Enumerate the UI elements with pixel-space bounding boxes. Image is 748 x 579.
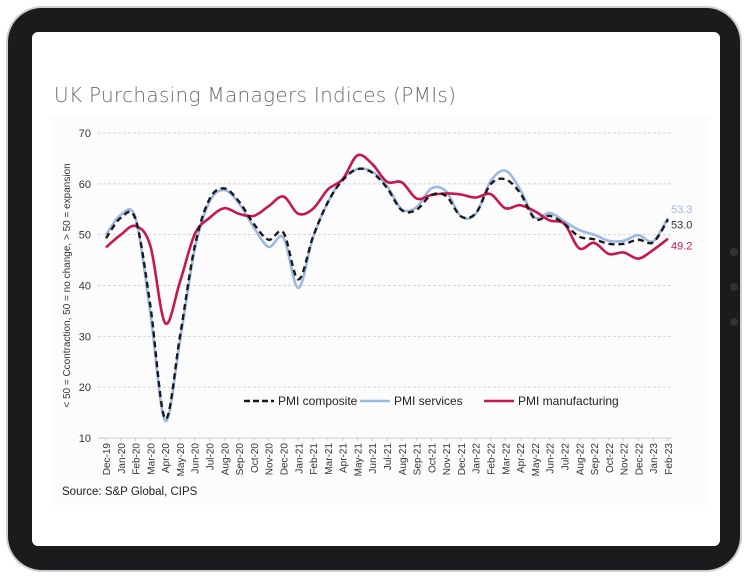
x-tick-label: Jun-20 — [191, 443, 202, 474]
end-value-label: 53.0 — [671, 219, 692, 231]
y-tick-label: 60 — [79, 179, 91, 191]
x-tick-label: Sep-21 — [413, 443, 424, 476]
legend-label: PMI services — [394, 394, 463, 408]
pmi-line-chart: 10 20 30 40 50 60 70 < 50 = Ccontraction, 50 = … — [62, 128, 692, 477]
x-tick-label: Aug-20 — [220, 443, 231, 476]
x-tick-label: Jan-22 — [472, 443, 483, 474]
x-tick-label: Nov-21 — [442, 443, 453, 476]
side-button-icon — [730, 283, 738, 291]
y-tick-label: 20 — [79, 382, 91, 394]
x-tick-label: Feb-21 — [309, 443, 320, 475]
x-tick-label: Feb-23 — [664, 443, 675, 475]
x-tick-label: May-20 — [176, 443, 187, 477]
x-tick-label: Nov-20 — [265, 443, 276, 476]
x-tick-label: Jan-20 — [117, 443, 128, 474]
side-button-icon — [730, 318, 738, 326]
x-tick-label: Sep-20 — [235, 443, 246, 476]
x-tick-label: Apr-21 — [339, 443, 350, 473]
chart-area: 10 20 30 40 50 60 70 < 50 = Ccontraction, 50 = … — [50, 116, 710, 506]
x-tick-label: Apr-20 — [161, 443, 172, 473]
x-tick-label: Mar-21 — [324, 443, 335, 475]
x-tick-label: Sep-22 — [590, 443, 601, 476]
x-tick-label: Oct-20 — [250, 443, 261, 473]
legend-label: PMI composite — [278, 394, 358, 408]
series-line-pmi-services — [104, 167, 670, 423]
x-tick-label: May-21 — [353, 443, 364, 477]
y-tick-label: 40 — [79, 281, 91, 293]
x-tick-label: Apr-22 — [516, 443, 527, 473]
x-tick-label: Jan-23 — [649, 443, 660, 474]
x-tick-label: Nov-22 — [620, 443, 631, 476]
x-tick-label: Dec-22 — [634, 443, 645, 476]
page-title: UK Purchasing Managers Indices (PMIs) — [54, 83, 457, 107]
x-tick-label: Mar-20 — [146, 443, 157, 475]
series-line-pmi-composite — [105, 167, 670, 420]
y-tick-label: 10 — [79, 433, 91, 445]
y-tick-label: 70 — [79, 128, 91, 140]
x-tick-label: May-22 — [531, 443, 542, 477]
x-tick-label: Jul-20 — [206, 443, 217, 471]
x-tick-label: Dec-21 — [457, 443, 468, 476]
x-tick-label: Jun-21 — [368, 443, 379, 474]
y-tick-label: 50 — [79, 230, 91, 242]
side-button-icon — [730, 248, 738, 256]
x-tick-label: Jul-22 — [560, 443, 571, 471]
legend-label: PMI manufacturing — [518, 394, 619, 408]
y-axis-label: < 50 = Ccontraction, 50 = no change, > 5… — [62, 163, 73, 407]
x-tick-label: Dec-19 — [102, 443, 113, 476]
x-tick-label: Jan-21 — [294, 443, 305, 474]
x-tick-label: Jun-22 — [546, 443, 557, 474]
x-tick-label: Aug-21 — [398, 443, 409, 476]
y-tick-label: 30 — [79, 331, 91, 343]
x-tick-label: Feb-22 — [487, 443, 498, 475]
end-value-label: 53.3 — [671, 204, 692, 216]
x-tick-label: Oct-21 — [427, 443, 438, 473]
x-tick-label: Jul-21 — [383, 443, 394, 471]
x-tick-label: Dec-20 — [279, 443, 290, 476]
end-value-label: 49.2 — [671, 241, 692, 253]
x-tick-label: Oct-22 — [605, 443, 616, 473]
chart-source: Source: S&P Global, CIPS — [62, 486, 198, 498]
x-tick-label: Feb-20 — [132, 443, 143, 475]
x-tick-label: Aug-22 — [575, 443, 586, 476]
x-tick-label: Mar-22 — [501, 443, 512, 475]
